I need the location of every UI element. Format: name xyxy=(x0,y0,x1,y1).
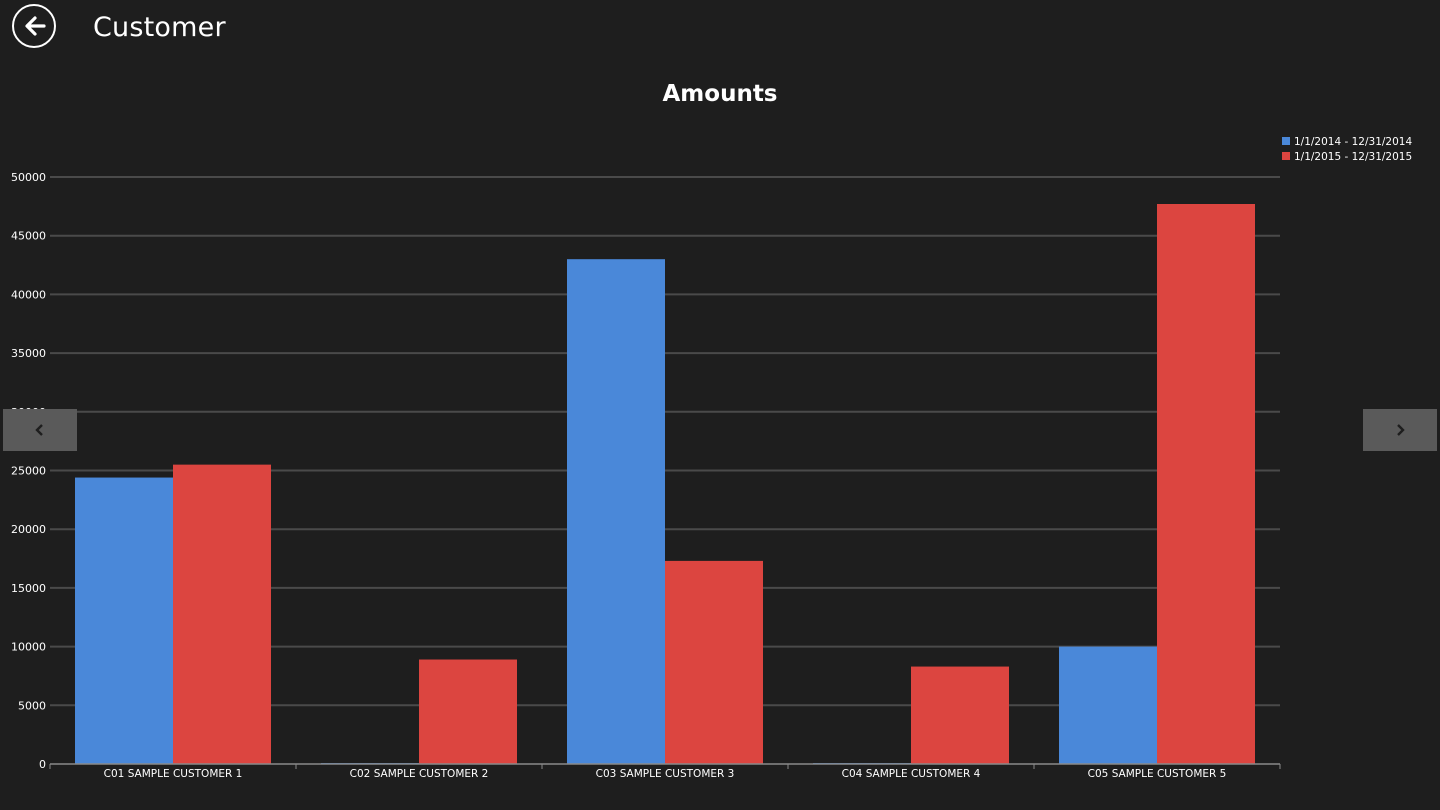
bar-2 xyxy=(1157,204,1255,764)
page-title: Customer xyxy=(93,12,226,43)
bar-1 xyxy=(75,477,173,764)
arrow-left-circle-icon xyxy=(25,16,46,36)
legend-label: 1/1/2015 - 12/31/2015 xyxy=(1294,151,1412,163)
y-tick-label: 0 xyxy=(39,758,46,771)
x-tick-label: C05 SAMPLE CUSTOMER 5 xyxy=(1088,768,1227,780)
bar-2 xyxy=(911,666,1009,764)
next-chart-button[interactable] xyxy=(1363,409,1437,451)
y-tick-label: 10000 xyxy=(11,641,46,654)
y-tick-label: 50000 xyxy=(11,171,46,184)
back-button[interactable] xyxy=(12,4,56,48)
bar-1 xyxy=(567,259,665,764)
bar-2 xyxy=(419,659,517,764)
x-tick-label: C02 SAMPLE CUSTOMER 2 xyxy=(350,768,489,780)
y-tick-label: 25000 xyxy=(11,465,46,478)
chevron-right-icon xyxy=(1397,424,1405,436)
y-tick-label: 40000 xyxy=(11,288,46,301)
chart-title: Amounts xyxy=(663,81,778,107)
y-tick-label: 15000 xyxy=(11,582,46,595)
previous-chart-button[interactable] xyxy=(3,409,77,451)
x-tick-label: C04 SAMPLE CUSTOMER 4 xyxy=(842,768,981,780)
x-tick-label: C01 SAMPLE CUSTOMER 1 xyxy=(104,768,243,780)
legend-swatch xyxy=(1282,137,1290,145)
bar-1 xyxy=(1059,646,1157,764)
bar-2 xyxy=(665,560,763,764)
y-tick-label: 5000 xyxy=(18,699,46,712)
x-tick-label: C03 SAMPLE CUSTOMER 3 xyxy=(596,768,735,780)
y-tick-label: 35000 xyxy=(11,347,46,360)
y-tick-label: 20000 xyxy=(11,523,46,536)
bar-2 xyxy=(173,464,271,764)
legend-label: 1/1/2014 - 12/31/2014 xyxy=(1294,136,1412,148)
y-tick-label: 45000 xyxy=(11,230,46,243)
chevron-left-icon xyxy=(35,424,43,436)
legend-swatch xyxy=(1282,152,1290,160)
